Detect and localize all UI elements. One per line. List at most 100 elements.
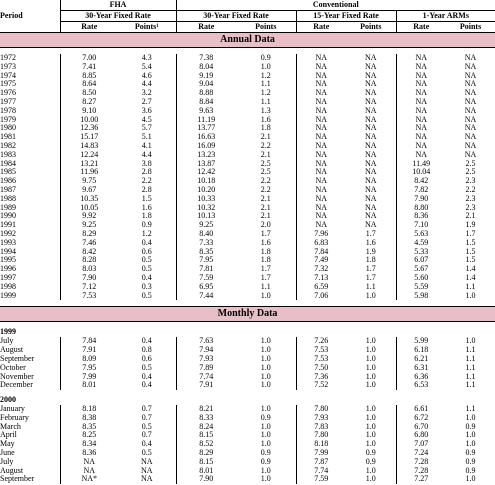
value-cell: 8.29 [59,229,118,239]
value-cell: 1.0 [365,381,376,390]
value-cell: 2.2 [260,141,271,150]
value-cell: NA [464,97,477,106]
value-cell: 1.6 [260,238,271,247]
value-cell: 8.04 [175,62,237,72]
value-cell: 1.0 [365,291,376,300]
period-cell: June [0,449,15,458]
period-cell: January [0,405,25,414]
value-cell: NA [364,71,377,80]
value-cell: 7.07 [395,440,447,450]
period-cell: 1997 [0,273,16,282]
value-cell: 7.41 [59,62,118,72]
value-cell: 6.70 [395,422,447,432]
value-cell: 1.0 [260,372,271,381]
value-cell: 8.40 [175,229,237,239]
table-row: July NA NA 8.15 0.9 7.87 0.9 7.28 0.9 [0,457,495,467]
value-cell: 1.0 [260,291,271,300]
value-cell: NA [295,71,347,81]
value-cell: 0.5 [141,291,152,300]
table-row: 1990 9.92 1.8 10.13 2.1 NA NA 8.36 2.1 [0,212,495,222]
value-cell: NA [364,80,377,89]
value-cell: NA [295,159,347,169]
value-cell: NA [464,106,477,115]
value-cell: NA [295,168,347,178]
value-cell: 5.63 [395,229,447,239]
value-cell: 0.7 [141,431,152,440]
value-cell: 7.90 [59,273,118,283]
table-row: 1972 7.00 4.3 7.38 0.9 NA NA NA NA [0,54,495,63]
value-cell: 13.23 [175,150,237,160]
value-cell: 7.46 [59,238,118,248]
value-cell: 7.87 [295,457,347,467]
value-cell: 7.10 [395,221,447,230]
value-cell: 0.9 [365,449,376,458]
value-cell: 6.07 [395,256,447,266]
value-cell: NA [395,106,447,116]
period-cell: April [0,431,17,440]
value-cell: 6.36 [395,372,447,382]
value-cell: NA [364,115,377,124]
value-cell: 8.18 [295,440,347,450]
value-cell: 5.7 [141,124,152,133]
value-cell: 9.04 [175,80,237,90]
value-cell: 7.91 [59,346,118,355]
value-cell: 8.15 [175,457,237,467]
table-row: 1996 8.03 0.5 7.81 1.7 7.32 1.7 5.67 1.4 [0,265,495,274]
value-cell: NA* [59,475,118,485]
table-row: January 8.18 0.7 8.21 1.0 7.80 1.0 6.61 1.1 [0,405,495,414]
value-cell: 2.5 [260,168,271,177]
value-cell: NA [364,89,377,98]
period-cell: 1973 [0,62,16,71]
value-cell: NA [140,475,153,484]
annual-data-band: Annual Data [0,32,495,48]
value-cell: 1.0 [365,431,376,440]
value-cell: 1.0 [365,466,376,475]
value-cell: 1.0 [260,431,271,440]
value-cell: 2.7 [141,97,152,106]
value-cell: 7.82 [395,185,447,195]
value-cell: 2.5 [465,159,476,168]
value-cell: NA [59,466,118,476]
value-cell: 9.75 [59,177,118,186]
value-cell: 8.28 [59,256,118,266]
value-cell: 1.0 [465,475,476,484]
value-cell: 1.0 [365,405,376,414]
period-cell: November [0,372,34,381]
value-cell: 8.01 [175,466,237,476]
value-cell: NA [364,62,377,71]
value-cell: 15.17 [59,133,118,142]
value-cell: 8.09 [59,354,118,364]
value-cell: NA [464,71,477,80]
period-cell: December [0,381,33,390]
value-cell: 0.9 [260,449,271,458]
period-cell: 1995 [0,256,16,265]
value-cell: 8.25 [59,431,118,441]
table-row: September NA* NA 7.90 1.0 7.59 1.0 7.27 1.0 [0,475,495,485]
table-row: 1973 7.41 5.4 8.04 1.0 NA NA NA NA [0,62,495,72]
value-cell: NA [295,124,347,134]
value-cell: NA [295,80,347,90]
period-cell: August [0,346,24,355]
table-row: 1987 9.67 2.8 10.20 2.2 NA NA 7.82 2.2 [0,185,495,195]
value-cell: 7.84 [295,247,347,257]
value-cell: 7.44 [175,291,237,301]
value-cell: NA [140,457,153,466]
value-cell: NA [364,177,377,186]
value-cell: 1.1 [365,282,376,291]
value-cell: 0.3 [141,282,152,291]
value-cell: 6.53 [395,381,447,391]
conv15-rate-col: Rate [295,21,347,33]
value-cell: 8.01 [59,381,118,391]
value-cell: 0.7 [141,405,152,414]
value-cell: NA [464,62,477,71]
value-cell: 7.93 [175,354,237,364]
period-cell: 1991 [0,221,16,230]
arm-rate-col: Rate [395,21,447,33]
value-cell: 0.6 [141,247,152,256]
value-cell: 5.4 [141,62,152,71]
value-cell: 11.19 [175,115,237,125]
value-cell: NA [364,97,377,106]
value-cell: NA [295,97,347,107]
value-cell: 2.2 [260,177,271,186]
value-cell: 1.0 [365,346,376,355]
